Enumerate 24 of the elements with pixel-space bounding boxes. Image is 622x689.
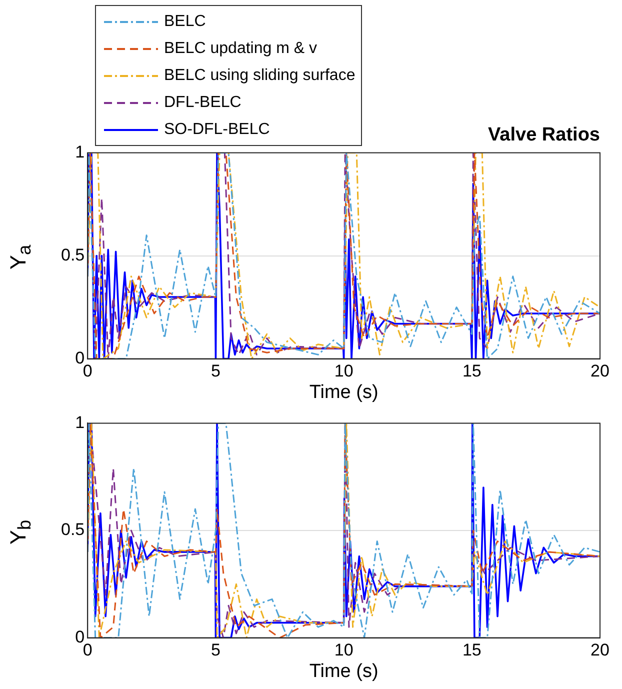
chart-title: Valve Ratios: [488, 124, 600, 146]
legend-label: DFL-BELC: [164, 94, 242, 112]
legend-label: SO-DFL-BELC: [164, 120, 270, 138]
y-tick-label: 0.5: [60, 245, 85, 264]
line-series: [88, 152, 600, 359]
x-tick-label: 10: [334, 640, 354, 660]
x-tick-label: 15: [462, 362, 482, 381]
legend-label: BELC: [164, 12, 206, 30]
y-tick-label: 0.5: [60, 520, 85, 540]
x-tick-label: 20: [590, 362, 610, 381]
y-tick-label: 0: [75, 348, 85, 368]
line-series: [88, 423, 600, 638]
x-axis-title: Time (s): [309, 382, 378, 403]
y-tick-label: 1: [75, 142, 85, 162]
x-tick-label: 5: [210, 362, 220, 381]
y-tick-label: 0: [75, 627, 85, 646]
x-axis-title: Time (s): [309, 660, 378, 682]
x-tick-label: 15: [462, 640, 482, 660]
legend-label: BELC updating m & v: [164, 40, 317, 58]
x-tick-label: 10: [334, 362, 354, 381]
legend-label: BELC using sliding surface: [164, 66, 356, 84]
x-tick-label: 5: [210, 640, 220, 660]
x-tick-label: 20: [590, 640, 610, 660]
y-tick-label: 1: [75, 412, 85, 432]
